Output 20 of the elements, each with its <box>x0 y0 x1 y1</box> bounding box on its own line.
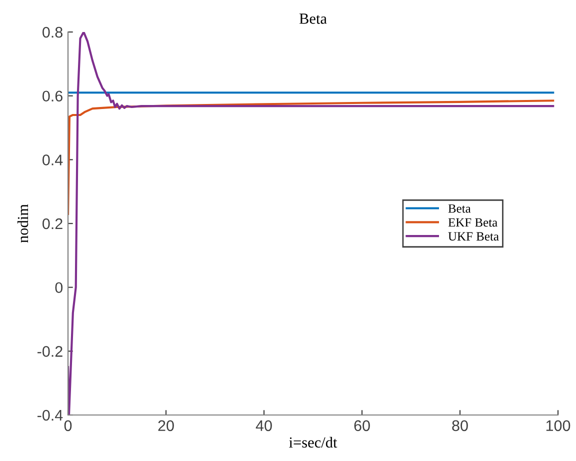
x-tick-label: 100 <box>546 420 570 432</box>
y-tick-label: 0.2 <box>42 218 62 230</box>
x-tick-label: 0 <box>64 420 72 432</box>
x-tick-label: 60 <box>354 420 370 432</box>
y-tick-label: 0.6 <box>42 90 62 102</box>
legend-label: Beta <box>448 204 471 213</box>
y-tick-label: 0.4 <box>42 154 63 166</box>
y-tick-label: -0.2 <box>37 346 62 357</box>
legend-label: EKF Beta <box>448 218 498 227</box>
y-tick-label: 0.8 <box>42 26 62 38</box>
y-tick-label: -0.4 <box>37 410 63 421</box>
x-tick-label: 40 <box>256 420 272 432</box>
y-axis-title: nodim <box>17 204 28 243</box>
x-tick-label: 20 <box>158 420 174 432</box>
chart-title: Beta <box>299 14 327 24</box>
line-series <box>68 100 554 215</box>
legend-label: UKF Beta <box>448 232 499 241</box>
x-tick-label: 80 <box>452 420 468 432</box>
x-axis-title: i=sec/dt <box>289 436 338 448</box>
y-tick-label: 0 <box>55 282 63 294</box>
